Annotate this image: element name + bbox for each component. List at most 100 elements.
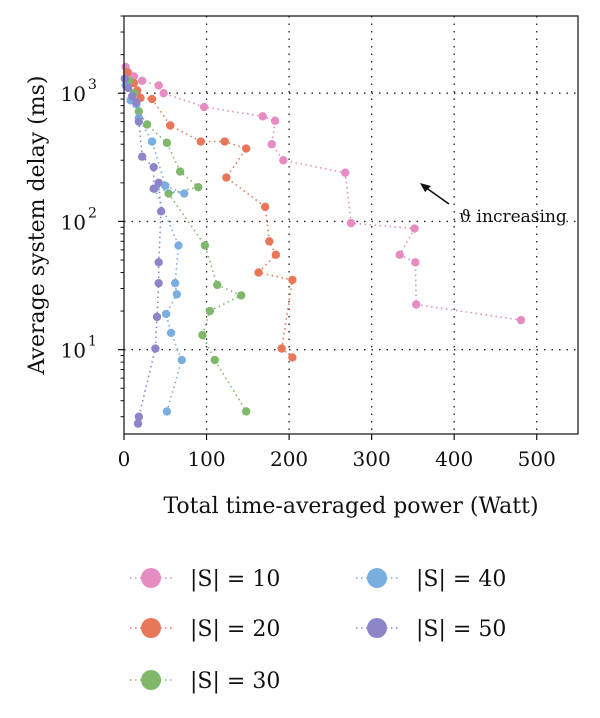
data-point xyxy=(159,89,168,98)
legend-item: |S| = 20 xyxy=(130,617,280,642)
data-point xyxy=(213,280,222,290)
data-point xyxy=(200,241,210,250)
data-point xyxy=(265,237,274,246)
data-point xyxy=(260,202,270,212)
legend-marker xyxy=(141,670,161,690)
legend-label: |S| = 50 xyxy=(416,617,506,642)
series-3 xyxy=(124,76,251,416)
data-point xyxy=(254,268,263,277)
data-point xyxy=(346,218,356,228)
data-point xyxy=(161,181,170,190)
legend-item: |S| = 10 xyxy=(130,567,280,592)
data-point xyxy=(172,290,182,299)
data-point xyxy=(149,184,158,193)
data-point xyxy=(210,355,219,365)
data-point xyxy=(170,278,180,288)
y-tick-label: 10 xyxy=(61,210,86,234)
data-point xyxy=(220,137,229,146)
x-tick-label: 100 xyxy=(187,447,225,471)
data-point xyxy=(270,116,280,125)
y-tick-exponent: 2 xyxy=(88,205,97,221)
data-point xyxy=(194,182,203,192)
data-point xyxy=(237,291,246,300)
series-line xyxy=(124,78,162,424)
data-point xyxy=(180,189,189,198)
legend-marker xyxy=(141,618,161,638)
data-point xyxy=(196,137,205,146)
data-point xyxy=(205,306,215,316)
data-point xyxy=(395,250,404,259)
data-point xyxy=(154,278,163,288)
data-point xyxy=(128,91,137,101)
annotation-arrowhead xyxy=(420,183,431,192)
data-point xyxy=(133,419,143,428)
series-2 xyxy=(123,68,297,362)
x-tick-label: 200 xyxy=(270,447,308,471)
grid-lines xyxy=(124,16,578,434)
annotation-text: ϑ increasing xyxy=(459,207,567,227)
data-point xyxy=(123,83,133,93)
data-point xyxy=(154,81,163,90)
y-tick-exponent: 3 xyxy=(88,77,97,93)
data-point xyxy=(411,258,420,267)
annotation-arrow xyxy=(424,186,450,205)
x-axis-title: Total time-averaged power (Watt) xyxy=(163,494,538,519)
series-layer xyxy=(120,62,526,428)
y-tick-exponent: 1 xyxy=(88,334,97,350)
data-point xyxy=(241,407,251,416)
annotation: ϑ increasing xyxy=(420,183,567,227)
y-tick-label: 10 xyxy=(61,82,86,106)
legend-marker xyxy=(141,568,161,588)
legend-marker xyxy=(367,618,387,638)
data-point xyxy=(134,412,144,421)
data-point xyxy=(271,250,281,259)
legend-label: |S| = 40 xyxy=(416,567,506,592)
data-point xyxy=(151,344,160,353)
x-tick-label: 400 xyxy=(435,447,473,471)
data-point xyxy=(154,258,163,267)
data-point xyxy=(161,309,171,319)
data-point xyxy=(147,94,157,104)
data-point xyxy=(154,178,163,188)
legend-marker xyxy=(367,568,387,588)
legend-label: |S| = 20 xyxy=(190,617,280,642)
x-tick-label: 300 xyxy=(353,447,391,471)
data-point xyxy=(258,112,267,121)
data-point xyxy=(222,173,231,182)
data-point xyxy=(267,140,276,149)
x-tick-label: 500 xyxy=(518,447,556,471)
data-point xyxy=(142,120,152,129)
y-tick-label: 10 xyxy=(61,339,86,363)
data-point xyxy=(175,167,185,176)
data-point xyxy=(162,407,172,416)
data-point xyxy=(152,312,162,322)
data-point xyxy=(198,330,207,340)
data-point xyxy=(120,74,130,83)
data-point xyxy=(166,121,175,130)
data-point xyxy=(516,315,526,325)
data-point xyxy=(156,207,166,216)
series-1 xyxy=(121,62,526,325)
data-point xyxy=(199,102,209,112)
data-point xyxy=(277,344,286,353)
legend-label: |S| = 10 xyxy=(190,567,280,592)
legend-item: |S| = 30 xyxy=(130,669,280,694)
data-point xyxy=(341,168,350,177)
legend-item: |S| = 40 xyxy=(356,567,506,592)
data-point xyxy=(149,162,158,172)
data-point xyxy=(177,355,186,365)
data-point xyxy=(288,353,297,362)
data-point xyxy=(134,117,144,126)
data-point xyxy=(147,137,157,146)
y-axis-title: Average system delay (ms) xyxy=(25,76,50,376)
data-point xyxy=(137,76,147,85)
legend: |S| = 10 |S| = 20 |S| = 30 |S| = 40 |S| = 50 xyxy=(130,567,506,694)
plot-frame xyxy=(123,15,579,435)
data-point xyxy=(134,107,144,116)
legend-item: |S| = 50 xyxy=(356,617,506,642)
legend-label: |S| = 30 xyxy=(190,669,280,694)
data-point xyxy=(288,275,297,285)
data-point xyxy=(164,189,173,198)
series-5 xyxy=(120,74,166,428)
